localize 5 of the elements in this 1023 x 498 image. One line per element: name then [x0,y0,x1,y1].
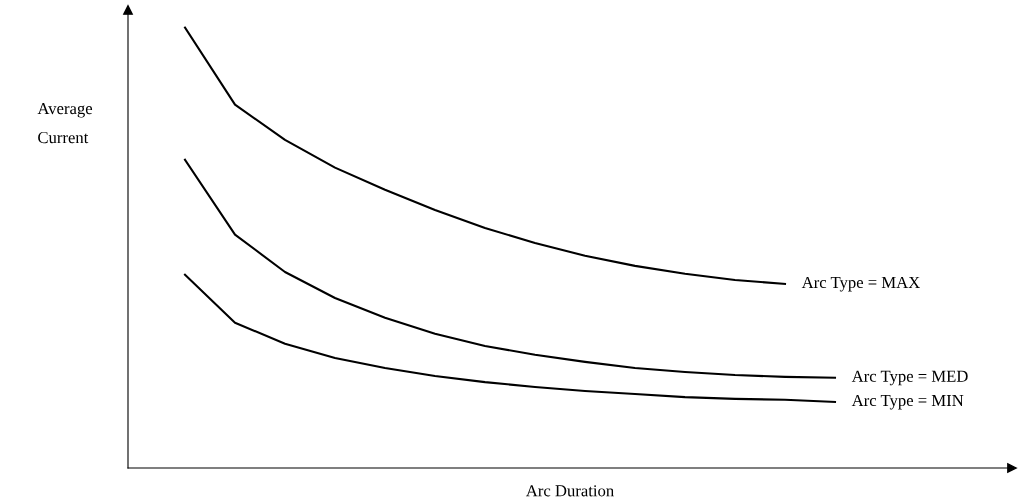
y-axis-title: Average Current [37,102,93,144]
series-label: Arc Type = MAX [801,276,920,292]
x-axis-title: Arc Duration [525,485,614,497]
series-label: Arc Type = MIN [851,394,964,410]
series-label: Arc Type = MED [851,370,968,386]
